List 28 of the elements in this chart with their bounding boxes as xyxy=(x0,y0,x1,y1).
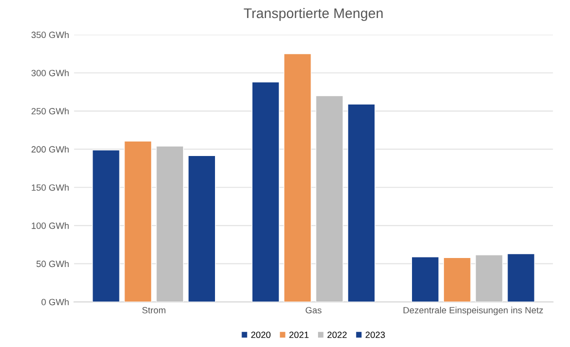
chart-title: Transportierte Mengen xyxy=(244,8,383,21)
y-tick-label: 200 GWh xyxy=(32,146,69,153)
legend-label: 2020 xyxy=(251,332,270,338)
y-tick-label: 50 GWh xyxy=(36,260,69,268)
bar xyxy=(507,253,535,302)
bar xyxy=(124,140,152,302)
x-tick-label: Gas xyxy=(306,306,322,314)
bar xyxy=(347,104,376,302)
legend-label: 2021 xyxy=(289,332,309,338)
y-tick-label: 250 GWh xyxy=(32,108,69,114)
x-tick-label: Strom xyxy=(142,306,166,314)
legend-label: 2022 xyxy=(327,332,347,338)
bar xyxy=(92,150,120,302)
y-tick-label: 350 GWh xyxy=(31,31,69,38)
bar xyxy=(443,257,472,302)
x-tick-label: Dezentrale Einspeisungen ins Netz xyxy=(404,306,543,316)
bar xyxy=(252,82,280,302)
y-tick-label: 0 GWh xyxy=(42,298,69,306)
bar xyxy=(475,254,503,302)
y-tick-label: 100 GWh xyxy=(32,222,69,229)
bar xyxy=(156,146,184,302)
bar xyxy=(188,155,216,302)
y-tick-label: 300 GWh xyxy=(31,70,69,76)
bar xyxy=(284,53,312,302)
legend-label: 2023 xyxy=(366,332,385,338)
bar xyxy=(411,256,440,302)
bar xyxy=(316,95,344,302)
y-tick-label: 150 GWh xyxy=(32,184,69,191)
